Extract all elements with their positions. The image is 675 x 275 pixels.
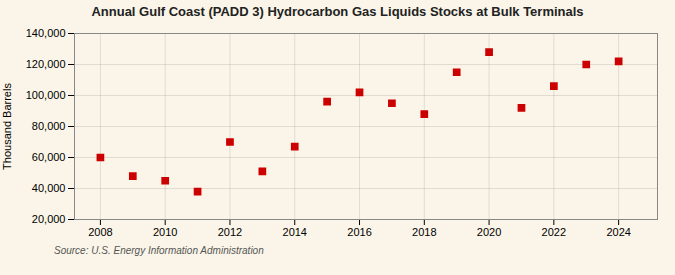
svg-text:20,000: 20,000 bbox=[32, 213, 66, 225]
svg-text:140,000: 140,000 bbox=[26, 27, 66, 39]
svg-text:Thousand Barrels: Thousand Barrels bbox=[1, 83, 13, 170]
svg-text:2018: 2018 bbox=[412, 226, 436, 238]
svg-text:2010: 2010 bbox=[153, 226, 177, 238]
svg-text:40,000: 40,000 bbox=[32, 182, 66, 194]
svg-text:2016: 2016 bbox=[347, 226, 371, 238]
svg-text:80,000: 80,000 bbox=[32, 120, 66, 132]
svg-text:2020: 2020 bbox=[477, 226, 501, 238]
svg-text:2022: 2022 bbox=[542, 226, 566, 238]
svg-text:2024: 2024 bbox=[606, 226, 630, 238]
svg-text:120,000: 120,000 bbox=[26, 58, 66, 70]
html-text:Source: U.S. Energy Informatio: Source: U.S. Energy Information Administ… bbox=[54, 245, 264, 256]
svg-text:2014: 2014 bbox=[283, 226, 307, 238]
svg-text:2008: 2008 bbox=[88, 226, 112, 238]
svg-text:2012: 2012 bbox=[218, 226, 242, 238]
svg-text:100,000: 100,000 bbox=[26, 89, 66, 101]
html-text:Annual Gulf Coast (PADD 3) Hyd: Annual Gulf Coast (PADD 3) Hydrocarbon G… bbox=[91, 4, 584, 19]
svg-text:60,000: 60,000 bbox=[32, 151, 66, 163]
